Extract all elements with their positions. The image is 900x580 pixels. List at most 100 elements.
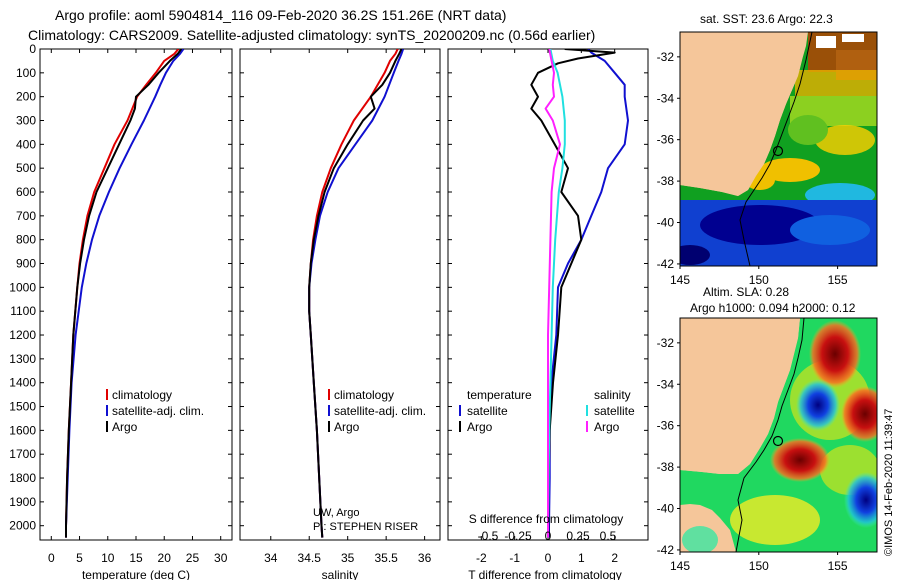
depth-tick-label: 700 bbox=[16, 209, 36, 223]
sst-isobath bbox=[739, 32, 813, 266]
sla-map-axes: -32 -34 -36 -38 -40 -42 145 150 155 bbox=[657, 336, 848, 573]
sst-map bbox=[680, 32, 877, 266]
x-tick-label: 25 bbox=[186, 551, 200, 565]
sla-map-title-1: Altim. SLA: 0.28 bbox=[703, 285, 789, 299]
sla-land-overlay bbox=[680, 318, 800, 474]
depth-tick-label: 1900 bbox=[9, 495, 36, 509]
legend-label-temperature-argo: Argo bbox=[467, 420, 493, 434]
plot-frame bbox=[239, 48, 441, 541]
depth-tick-label: 2000 bbox=[9, 519, 36, 533]
depth-tick-label: 500 bbox=[16, 161, 36, 175]
salinity-annotation-line-1: UW, Argo bbox=[313, 507, 359, 519]
legend-label-argo: Argo bbox=[112, 420, 138, 434]
title-line-1: Argo profile: aoml 5904814_116 09-Feb-20… bbox=[55, 7, 506, 23]
temperature-panel: 0 5 10 15 20 25 30 bbox=[39, 48, 233, 565]
legend-label-satellite: satellite-adj. clim. bbox=[334, 404, 426, 418]
sst-map-title: sat. SST: 23.6 Argo: 22.3 bbox=[700, 12, 833, 26]
depth-tick-label: 400 bbox=[16, 137, 36, 151]
series-line-salinity-argo bbox=[544, 49, 561, 538]
temperature-legend: climatology satellite-adj. clim. Argo bbox=[106, 388, 204, 434]
x-tick-label: -2 bbox=[476, 551, 487, 565]
x-tick-label: 35.5 bbox=[374, 551, 398, 565]
depth-tick-label: 300 bbox=[16, 114, 36, 128]
lon-tick-label: 150 bbox=[749, 559, 769, 573]
series-line-temperature-argo bbox=[530, 49, 616, 538]
x-tick-label: 0 bbox=[545, 551, 552, 565]
depth-tick-label: 0 bbox=[29, 42, 36, 56]
x-tick-label: 2 bbox=[611, 551, 618, 565]
lat-tick-label: -40 bbox=[657, 502, 675, 516]
sla-map-title-2: Argo h1000: 0.094 h2000: 0.12 bbox=[690, 301, 856, 315]
series-line-argo bbox=[308, 49, 403, 538]
temperature-xlabel: temperature (deg C) bbox=[82, 568, 190, 580]
lat-tick-label: -42 bbox=[657, 257, 675, 271]
legend-label-climatology: climatology bbox=[334, 388, 394, 402]
x-tick-label: 30 bbox=[214, 551, 228, 565]
lat-tick-label: -32 bbox=[657, 50, 675, 64]
legend-label-climatology: climatology bbox=[112, 388, 172, 402]
depth-tick-label: 1200 bbox=[9, 328, 36, 342]
depth-tick-label: 1800 bbox=[9, 471, 36, 485]
sst-argo-location bbox=[772, 145, 784, 157]
salinity-diff-tick-label: 0 bbox=[545, 529, 552, 543]
x-tick-label: 10 bbox=[101, 551, 115, 565]
lon-tick-label: 155 bbox=[828, 559, 848, 573]
legend-label-temperature-satellite: satellite bbox=[467, 404, 508, 418]
depth-tick-label: 800 bbox=[16, 233, 36, 247]
x-tick-label: 1 bbox=[578, 551, 585, 565]
depth-tick-label: 1700 bbox=[9, 447, 36, 461]
legend-label-salinity-satellite: satellite bbox=[594, 404, 635, 418]
depth-tick-label: 1600 bbox=[9, 423, 36, 437]
sst-map-axes: -32 -34 -36 -38 -40 -42 145 150 155 bbox=[657, 50, 848, 287]
difference-panel: -2 -1 0 1 2 -0.5 -0.25 0 0.25 0.5 bbox=[447, 48, 649, 565]
depth-tick-label: 100 bbox=[16, 66, 36, 80]
plot-frame bbox=[39, 48, 233, 541]
lat-tick-label: -40 bbox=[657, 216, 675, 230]
sst-land-overlay bbox=[680, 32, 806, 196]
lon-tick-label: 155 bbox=[828, 273, 848, 287]
lat-tick-label: -36 bbox=[657, 133, 675, 147]
legend-label-argo: Argo bbox=[334, 420, 360, 434]
x-tick-label: 15 bbox=[129, 551, 143, 565]
salinity-diff-tick-label: 0.5 bbox=[600, 529, 617, 543]
lat-tick-label: -38 bbox=[657, 460, 675, 474]
lat-tick-label: -34 bbox=[657, 91, 675, 105]
salinity-panel: 34 34.5 35 35.5 36 bbox=[239, 48, 441, 565]
lat-tick-label: -38 bbox=[657, 174, 675, 188]
lat-tick-label: -32 bbox=[657, 336, 675, 350]
legend-title-temperature: temperature bbox=[467, 388, 532, 402]
imos-credit: ©IMOS 14-Feb-2020 11:39:47 bbox=[883, 409, 895, 556]
lon-tick-label: 145 bbox=[670, 559, 690, 573]
depth-tick-label: 600 bbox=[16, 185, 36, 199]
legend-title-salinity: salinity bbox=[594, 388, 631, 402]
salinity-difference-xlabel: S difference from climatology bbox=[469, 512, 624, 526]
depth-tick-label: 1400 bbox=[9, 376, 36, 390]
x-tick-label: 0 bbox=[48, 551, 55, 565]
legend-label-salinity-argo: Argo bbox=[594, 420, 620, 434]
lon-tick-label: 145 bbox=[670, 273, 690, 287]
depth-tick-label: 1100 bbox=[10, 304, 36, 318]
series-line-argo bbox=[65, 49, 183, 538]
depth-tick-label: 1000 bbox=[9, 280, 36, 294]
lon-tick-label: 150 bbox=[749, 273, 769, 287]
x-tick-label: 36 bbox=[418, 551, 432, 565]
salinity-diff-tick-label: -0.5 bbox=[478, 529, 499, 543]
salinity-legend: climatology satellite-adj. clim. Argo bbox=[328, 388, 426, 434]
legend-label-satellite: satellite-adj. clim. bbox=[112, 404, 204, 418]
x-tick-label: -1 bbox=[509, 551, 520, 565]
lat-tick-label: -36 bbox=[657, 419, 675, 433]
difference-legend: temperature salinity satellite Argo sate… bbox=[459, 388, 635, 434]
salinity-annotation-line-2: PI: STEPHEN RISER bbox=[313, 521, 418, 533]
salinity-xlabel: salinity bbox=[322, 568, 359, 580]
depth-tick-label: 900 bbox=[16, 257, 36, 271]
salinity-diff-tick-label: -0.25 bbox=[504, 529, 532, 543]
sla-isobath bbox=[735, 318, 805, 552]
x-tick-label: 34 bbox=[264, 551, 278, 565]
depth-axis: 0 100 200 300 400 500 600 700 800 900 1000 1100 1200… bbox=[9, 42, 36, 533]
difference-xlabel: T difference from climatology bbox=[468, 568, 622, 580]
x-tick-label: 5 bbox=[76, 551, 83, 565]
x-tick-label: 35 bbox=[341, 551, 355, 565]
depth-tick-label: 200 bbox=[16, 90, 36, 104]
lat-tick-label: -42 bbox=[657, 543, 675, 557]
